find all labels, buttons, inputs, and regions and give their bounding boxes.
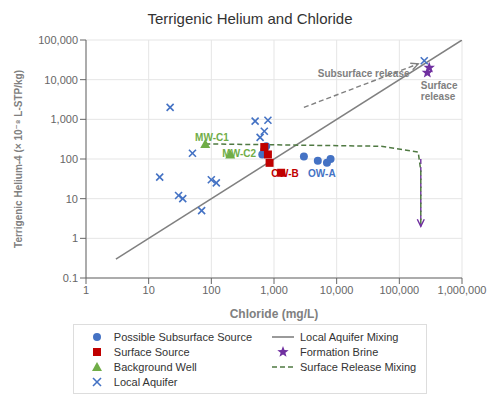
html-text:Background Well: Background Well bbox=[113, 360, 197, 373]
svg-text:Terrigenic Helium-4 (× 10⁻⁸ L-: Terrigenic Helium-4 (× 10⁻⁸ L-STP/kg) bbox=[13, 70, 24, 248]
svg-text:Subsurface release: Subsurface release bbox=[318, 68, 410, 79]
html-text:Local Aquifer: Local Aquifer bbox=[113, 375, 178, 388]
svg-text:MW-C2: MW-C2 bbox=[222, 148, 256, 159]
svg-text:100: 100 bbox=[202, 284, 220, 296]
svg-text:10,000: 10,000 bbox=[320, 284, 354, 296]
svg-text:0.1: 0.1 bbox=[63, 272, 78, 284]
svg-text:OW-B: OW-B bbox=[271, 168, 299, 179]
svg-text:10,000: 10,000 bbox=[44, 74, 78, 86]
svg-text:100,000: 100,000 bbox=[379, 284, 419, 296]
svg-text:1: 1 bbox=[83, 284, 89, 296]
html-text:Possible Subsurface Source: Possible Subsurface Source bbox=[113, 330, 252, 343]
svg-text:1,000: 1,000 bbox=[260, 284, 288, 296]
svg-text:MW-C1: MW-C1 bbox=[195, 132, 229, 143]
html-text:Formation Brine: Formation Brine bbox=[300, 345, 379, 358]
svg-text:Chloride (mg/L): Chloride (mg/L) bbox=[230, 307, 319, 321]
svg-text:100: 100 bbox=[60, 153, 78, 165]
html-text:Local Aquifer Mixing: Local Aquifer Mixing bbox=[300, 330, 399, 343]
html-text:Surface Source: Surface Source bbox=[113, 345, 190, 358]
svg-text:10: 10 bbox=[143, 284, 155, 296]
svg-text:1: 1 bbox=[72, 232, 78, 244]
svg-text:1,000,000: 1,000,000 bbox=[438, 284, 487, 296]
svg-text:100,000: 100,000 bbox=[38, 34, 78, 46]
html-text:Surface Release Mixing: Surface Release Mixing bbox=[300, 360, 417, 373]
svg-text:10: 10 bbox=[66, 193, 78, 205]
svg-text:Surfacerelease: Surfacerelease bbox=[421, 80, 458, 102]
html-text:Terrigenic Helium and Chloride: Terrigenic Helium and Chloride bbox=[147, 10, 353, 27]
svg-text:1,000: 1,000 bbox=[50, 113, 78, 125]
svg-text:OW-A: OW-A bbox=[308, 168, 336, 179]
